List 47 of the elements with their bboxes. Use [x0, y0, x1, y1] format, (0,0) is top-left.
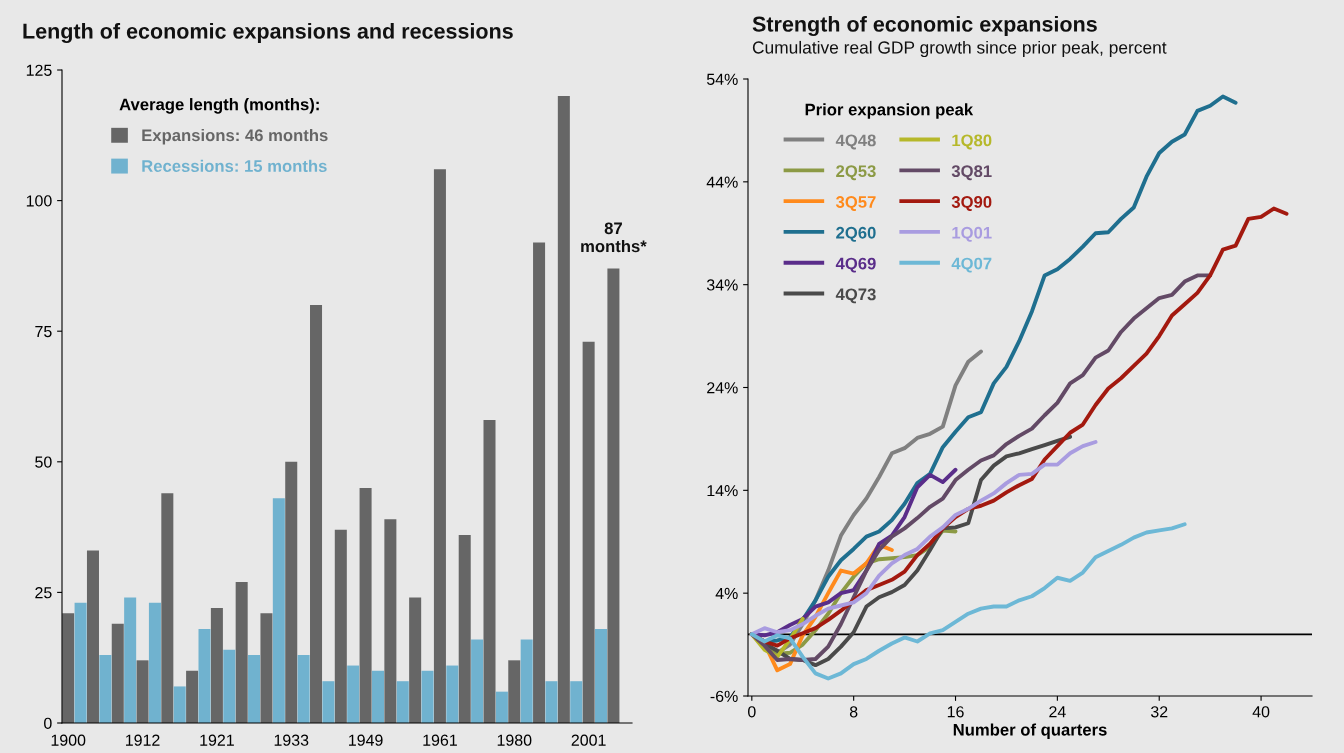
x-tick-label: 32 — [1150, 706, 1168, 718]
x-tick-label: 24 — [1049, 706, 1066, 718]
x-tick-label: 1933 — [274, 734, 309, 746]
x-tick-label: 0 — [748, 706, 756, 718]
legend-label: 1Q01 — [952, 226, 992, 242]
x-tick-label: 2001 — [571, 734, 606, 746]
legend-label: 4Q69 — [835, 257, 876, 273]
y-tick-label: 125 — [26, 64, 52, 76]
legend-label: 4Q48 — [835, 134, 876, 150]
x-tick-label: 8 — [849, 706, 858, 718]
y-tick-label: 25 — [35, 587, 52, 599]
x-tick-label: 1980 — [497, 734, 532, 746]
chart-subtitle: Cumulative real GDP growth since prior peak, percent — [752, 40, 1167, 58]
legend-label: 3Q81 — [951, 165, 992, 181]
y-tick-label: 100 — [26, 195, 52, 207]
y-tick-label: 14% — [707, 485, 738, 497]
legend-label: 4Q73 — [835, 288, 876, 304]
y-tick-label: 44% — [706, 176, 738, 188]
x-tick-label: 40 — [1252, 706, 1270, 718]
chart-title: Strength of economic expansions — [752, 15, 1097, 37]
x-axis-title: Number of quarters — [953, 723, 1107, 739]
legend-label: Expansions: 46 months — [142, 128, 328, 145]
y-tick-label: 4% — [715, 587, 738, 600]
x-tick-label: 16 — [947, 706, 964, 718]
legend-label: Recessions: 15 months — [142, 159, 327, 172]
y-tick-label: 54% — [706, 73, 738, 85]
x-tick-label: 1949 — [349, 734, 383, 746]
legend-title: Prior expansion peak — [805, 103, 974, 119]
legend-label: 2Q53 — [836, 165, 876, 181]
x-tick-label: 1912 — [126, 734, 160, 746]
legend-label: 3Q90 — [951, 196, 992, 211]
x-tick-label: 1961 — [423, 734, 457, 746]
legend-label: 3Q57 — [835, 196, 876, 211]
y-tick-label: 34% — [706, 279, 738, 291]
y-tick-label: 50 — [35, 456, 52, 468]
legend-label: 4Q07 — [951, 257, 992, 273]
x-tick-label: 1900 — [51, 734, 86, 746]
annotation: 87 months* — [581, 222, 647, 253]
y-tick-label: 75 — [35, 326, 52, 338]
legend-title: Average length (months): — [119, 98, 319, 114]
legend-label: 1Q80 — [952, 134, 992, 150]
y-tick-label: -6% — [710, 690, 738, 702]
y-tick-label: 0 — [44, 717, 52, 729]
x-tick-label: 1921 — [200, 734, 234, 746]
chart-title: Length of economic expansions and recessions — [23, 22, 513, 44]
y-tick-label: 24% — [707, 382, 738, 394]
legend-label: 2Q60 — [836, 226, 876, 242]
